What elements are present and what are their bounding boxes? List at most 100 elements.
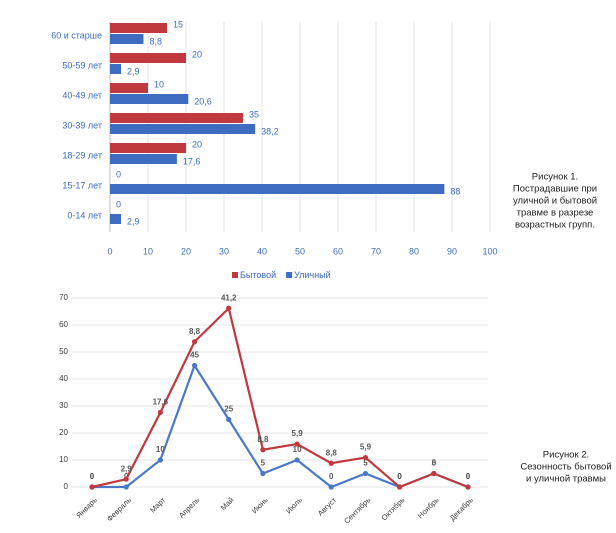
caption-line: Пострадавшие при [513,184,597,195]
point [89,484,95,490]
data-label: 8,8 [326,448,338,457]
point [328,460,334,466]
y-tick-label: 0-14 лет [67,210,102,220]
data-label: 20 [192,49,202,59]
y-tick-label: 0 [64,482,69,491]
y-tick-label: 70 [59,293,68,302]
point [226,416,232,423]
data-label: 17,6 [153,398,169,407]
caption-line: возрастных групп. [515,220,595,231]
legend-swatch [286,272,293,278]
caption-line: уличной и бытовой [513,196,597,207]
data-label: 0 [116,199,121,209]
legend-swatch [232,272,238,278]
x-tick-label: 70 [371,246,381,256]
data-label: 8,8 [149,36,162,46]
point [123,476,129,482]
point [226,305,232,311]
x-tick-label: Ноябрь [416,495,441,520]
x-tick-label: Июнь [250,495,270,515]
bar [110,53,186,63]
x-tick-label: Май [219,495,236,512]
bar [110,94,189,104]
caption-line: Рисунок 2. [543,450,589,461]
point [260,447,266,453]
caption-line: Сезонность бытовой [520,462,611,473]
y-tick-label: 40 [59,374,68,383]
data-label: 0 [90,472,95,481]
data-label: 5,9 [292,429,304,438]
x-tick-label: Август [316,495,339,518]
data-label: 2,9 [127,216,140,226]
bar [110,124,256,134]
bar [110,113,243,123]
y-tick-label: 30 [59,401,68,410]
bar [110,23,167,33]
data-label: 5 [363,459,368,468]
point [157,409,163,416]
y-tick-label: 40-49 лет [62,90,102,100]
x-tick-label: Февраль [105,495,133,523]
legend-label: Бытовой [240,270,276,280]
caption-line: Рисунок 1. [532,172,578,183]
x-tick-label: Январь [74,495,99,520]
data-label: 38,2 [261,126,279,136]
data-label: 0 [397,472,402,481]
data-label: 10 [293,445,302,454]
point [362,470,369,477]
data-label: 17,6 [183,156,201,166]
y-tick-label: 15-17 лет [62,180,102,190]
x-tick-label: 40 [257,246,267,256]
x-tick-label: 100 [482,246,497,256]
line [91,306,469,489]
data-label: 10 [154,79,164,89]
data-label: 0 [466,472,471,481]
y-tick-label: 30-39 лет [62,120,102,130]
data-label: 25 [224,405,233,414]
bar [110,143,186,153]
point [191,339,198,345]
x-tick-label: 20 [181,246,191,256]
x-tick-label: Сентябрь [342,495,372,525]
data-label: 0 [432,459,437,468]
data-label: 0 [397,472,402,481]
x-tick-label: 90 [447,246,457,256]
y-tick-label: 20 [59,428,68,437]
data-label: 0 [116,169,121,179]
line [92,363,469,489]
point [362,454,369,461]
x-tick-label: 60 [333,246,343,256]
data-label: 2,9 [127,66,140,76]
data-label: 45 [190,351,199,360]
bar [110,64,122,74]
x-tick-label: Октябрь [380,495,407,522]
data-label: 35 [249,109,259,119]
x-tick-label: Июль [284,495,304,515]
y-tick-label: 50-59 лет [62,60,102,70]
x-tick-label: 10 [143,246,153,256]
y-tick-label: 60 и старше [51,30,102,40]
point [465,484,471,490]
y-tick-label: 60 [59,320,68,329]
x-tick-label: Декабрь [448,495,475,522]
data-label: 8,8 [189,327,201,336]
y-tick-label: 18-29 лет [62,150,102,160]
data-label: 5,9 [360,443,372,452]
y-tick-label: 10 [59,455,68,464]
caption-line: травме в разрезе [517,208,594,219]
data-label: 0 [466,472,471,481]
x-tick-label: Апрель [177,495,201,519]
bar [110,214,122,224]
bar [110,34,144,44]
data-label: 10 [156,445,165,454]
caption-line: и уличной травмы [526,474,606,485]
data-label: 5 [261,459,266,468]
point [157,457,163,463]
x-tick-label: 30 [219,246,229,256]
data-label: 88 [450,186,460,196]
data-label: 41,2 [221,293,237,302]
point [260,470,266,477]
data-label: 0 [90,472,95,481]
point [294,441,300,447]
